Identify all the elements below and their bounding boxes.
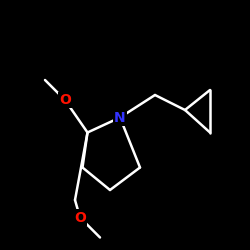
Text: N: N — [114, 110, 126, 124]
Text: O: O — [74, 210, 86, 224]
Text: O: O — [59, 93, 71, 107]
